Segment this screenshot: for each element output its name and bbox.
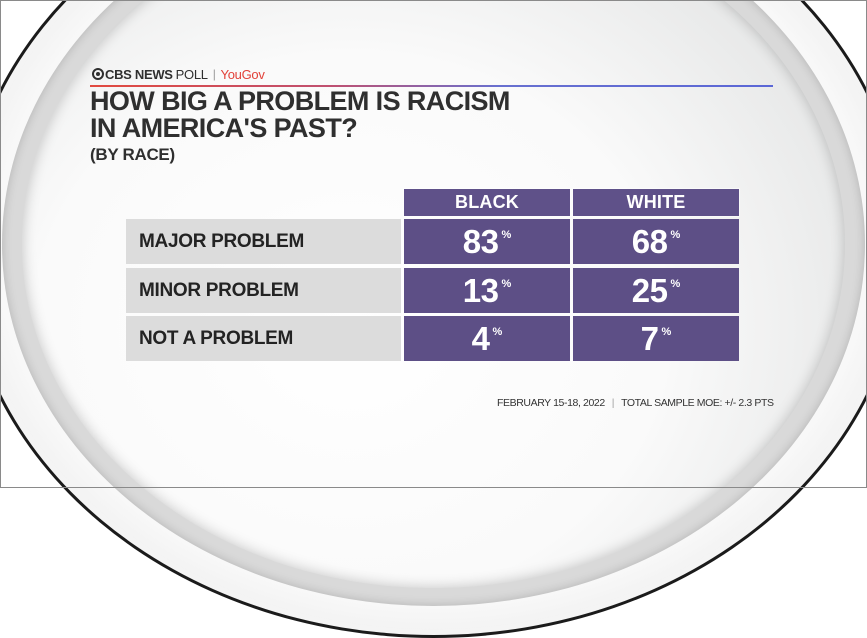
chart-title: HOW BIG A PROBLEM IS RACISM IN AMERICA'S… [90, 88, 510, 142]
row-label-not-a-problem: NOT A PROBLEM [126, 316, 401, 361]
cell-minor-white: 25% [573, 268, 739, 313]
cell-major-black: 83% [404, 219, 570, 264]
column-header-white: WHITE [573, 189, 739, 216]
row-label-major-problem: MAJOR PROBLEM [126, 219, 401, 264]
footer-separator: | [611, 397, 615, 409]
chart-title-line-1: HOW BIG A PROBLEM IS RACISM [90, 86, 510, 116]
value: 13 [462, 272, 499, 309]
percent-sign: % [670, 229, 681, 241]
header-divider-rule [90, 85, 773, 87]
poll-brand-header: CBS NEWS POLL | YouGov [92, 66, 265, 82]
brand-poll-label: POLL [175, 66, 208, 82]
cell-major-white: 68% [573, 219, 739, 264]
cell-not-black: 4% [404, 316, 570, 361]
row-label-minor-problem: MINOR PROBLEM [126, 268, 401, 313]
margin-of-error: TOTAL SAMPLE MOE: +/- 2.3 PTS [621, 397, 774, 409]
percent-sign: % [492, 326, 503, 338]
chart-subtitle: (BY RACE) [90, 145, 175, 164]
chart-title-line-2: IN AMERICA'S PAST? [90, 113, 358, 143]
percent-sign: % [501, 278, 512, 290]
percent-sign: % [501, 229, 512, 241]
cell-not-white: 7% [573, 316, 739, 361]
value: 7 [640, 320, 659, 357]
percent-sign: % [661, 326, 672, 338]
poll-footer: FEBRUARY 15-18, 2022 | TOTAL SAMPLE MOE:… [497, 397, 774, 409]
poll-graphic: CBS NEWS POLL | YouGov HOW BIG A PROBLEM… [90, 66, 774, 409]
column-header-black: BLACK [404, 189, 570, 216]
percent-sign: % [670, 278, 681, 290]
cbs-eye-icon [92, 68, 104, 80]
brand-partner: YouGov [220, 66, 265, 82]
brand-network: CBS NEWS [105, 66, 173, 82]
poll-dates: FEBRUARY 15-18, 2022 [497, 397, 605, 409]
value: 83 [462, 223, 499, 260]
brand-separator: | [212, 67, 216, 81]
cell-minor-black: 13% [404, 268, 570, 313]
value: 25 [631, 272, 668, 309]
value: 68 [631, 223, 668, 260]
value: 4 [471, 320, 490, 357]
